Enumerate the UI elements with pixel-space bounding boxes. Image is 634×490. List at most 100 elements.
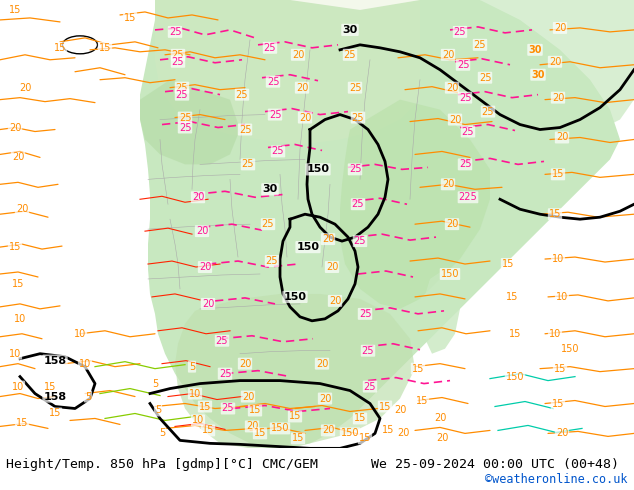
Text: 25: 25 [219,368,231,379]
Text: 20: 20 [192,192,204,202]
Text: 25: 25 [172,50,184,60]
Text: 15: 15 [44,382,56,392]
Text: 30: 30 [262,184,278,195]
Text: 15: 15 [292,433,304,443]
Text: 25: 25 [359,309,372,319]
Text: 20: 20 [9,122,21,132]
Text: 15: 15 [502,259,514,269]
Text: 20: 20 [319,393,331,404]
Text: 20: 20 [442,50,454,60]
Text: 25: 25 [349,164,361,174]
Text: 25: 25 [474,40,486,50]
Text: 25: 25 [169,27,181,37]
Text: 15: 15 [254,428,266,439]
Text: 25: 25 [172,57,184,67]
Text: 20: 20 [442,179,454,189]
Text: 20: 20 [246,421,258,431]
Polygon shape [480,0,634,129]
Text: 25: 25 [344,50,356,60]
Text: 20: 20 [329,296,341,306]
Text: 20: 20 [299,113,311,122]
Text: 20: 20 [449,115,461,124]
Text: 25: 25 [179,113,191,122]
Text: 10: 10 [79,359,91,368]
Text: 15: 15 [199,401,211,412]
Text: 15: 15 [354,414,366,423]
Text: We 25-09-2024 00:00 UTC (00+48): We 25-09-2024 00:00 UTC (00+48) [371,458,619,471]
Text: 5: 5 [85,392,91,401]
Text: 10: 10 [9,349,21,359]
Text: 5: 5 [159,428,165,439]
Text: 15: 15 [552,170,564,179]
Text: 25: 25 [349,83,361,93]
Text: 15: 15 [9,242,21,252]
Text: 25: 25 [222,403,234,414]
Text: 25: 25 [352,113,365,122]
Text: 15: 15 [99,43,111,53]
Text: 15: 15 [416,395,428,406]
Text: 20: 20 [239,359,251,368]
Text: 30: 30 [531,70,545,80]
Text: 10: 10 [549,329,561,339]
Text: 20: 20 [12,152,24,162]
Text: 15: 15 [382,425,394,436]
Text: 20: 20 [436,433,448,443]
Text: 20: 20 [199,262,211,272]
Text: 25: 25 [266,256,278,266]
Text: 25: 25 [456,60,469,70]
Text: 25: 25 [459,93,471,102]
Text: 25: 25 [362,346,374,356]
Text: 25: 25 [479,73,491,83]
Text: 25: 25 [179,122,191,132]
Text: Height/Temp. 850 hPa [gdmp][°C] CMC/GEM: Height/Temp. 850 hPa [gdmp][°C] CMC/GEM [6,458,318,471]
Text: 158: 158 [44,356,67,366]
Text: 15: 15 [359,433,371,443]
Polygon shape [140,0,620,448]
Text: 5: 5 [152,379,158,389]
Polygon shape [155,0,420,145]
Text: 15: 15 [549,209,561,219]
Text: 25: 25 [267,77,279,87]
Polygon shape [340,99,490,309]
Text: 30: 30 [342,25,358,35]
Text: 20: 20 [556,428,568,439]
Text: 25: 25 [239,124,251,135]
Text: 10: 10 [189,389,201,398]
Text: 25: 25 [262,219,275,229]
Text: 20: 20 [446,83,458,93]
Text: 15: 15 [509,329,521,339]
Text: 5: 5 [155,406,161,416]
Text: 158: 158 [44,392,67,401]
Text: 10: 10 [192,416,204,425]
Text: ©weatheronline.co.uk: ©weatheronline.co.uk [485,473,628,486]
Text: 15: 15 [249,406,261,416]
Text: 20: 20 [322,425,334,436]
Polygon shape [422,269,460,354]
Text: 150: 150 [297,242,320,252]
Text: 150: 150 [340,428,359,439]
Text: 20: 20 [19,83,31,93]
Text: 150: 150 [506,371,524,382]
Text: 25: 25 [352,199,365,209]
Text: 25: 25 [176,83,188,93]
Text: 25: 25 [236,90,249,99]
Text: 25: 25 [216,336,228,346]
Text: 20: 20 [556,132,568,143]
Text: 20: 20 [394,406,406,416]
Polygon shape [175,294,415,448]
Text: 20: 20 [202,299,214,309]
Text: 20: 20 [292,50,304,60]
Text: 10: 10 [74,329,86,339]
Text: 25: 25 [482,107,495,117]
Text: 20: 20 [446,219,458,229]
Text: 25: 25 [354,236,366,246]
Text: 25: 25 [462,126,474,137]
Text: 20: 20 [16,204,28,214]
Text: 15: 15 [49,409,61,418]
Text: 25: 25 [264,43,276,53]
Text: 20: 20 [434,414,446,423]
Text: 15: 15 [9,5,21,15]
Text: 150: 150 [283,292,306,302]
Text: 30: 30 [528,45,541,55]
Text: 10: 10 [12,382,24,392]
